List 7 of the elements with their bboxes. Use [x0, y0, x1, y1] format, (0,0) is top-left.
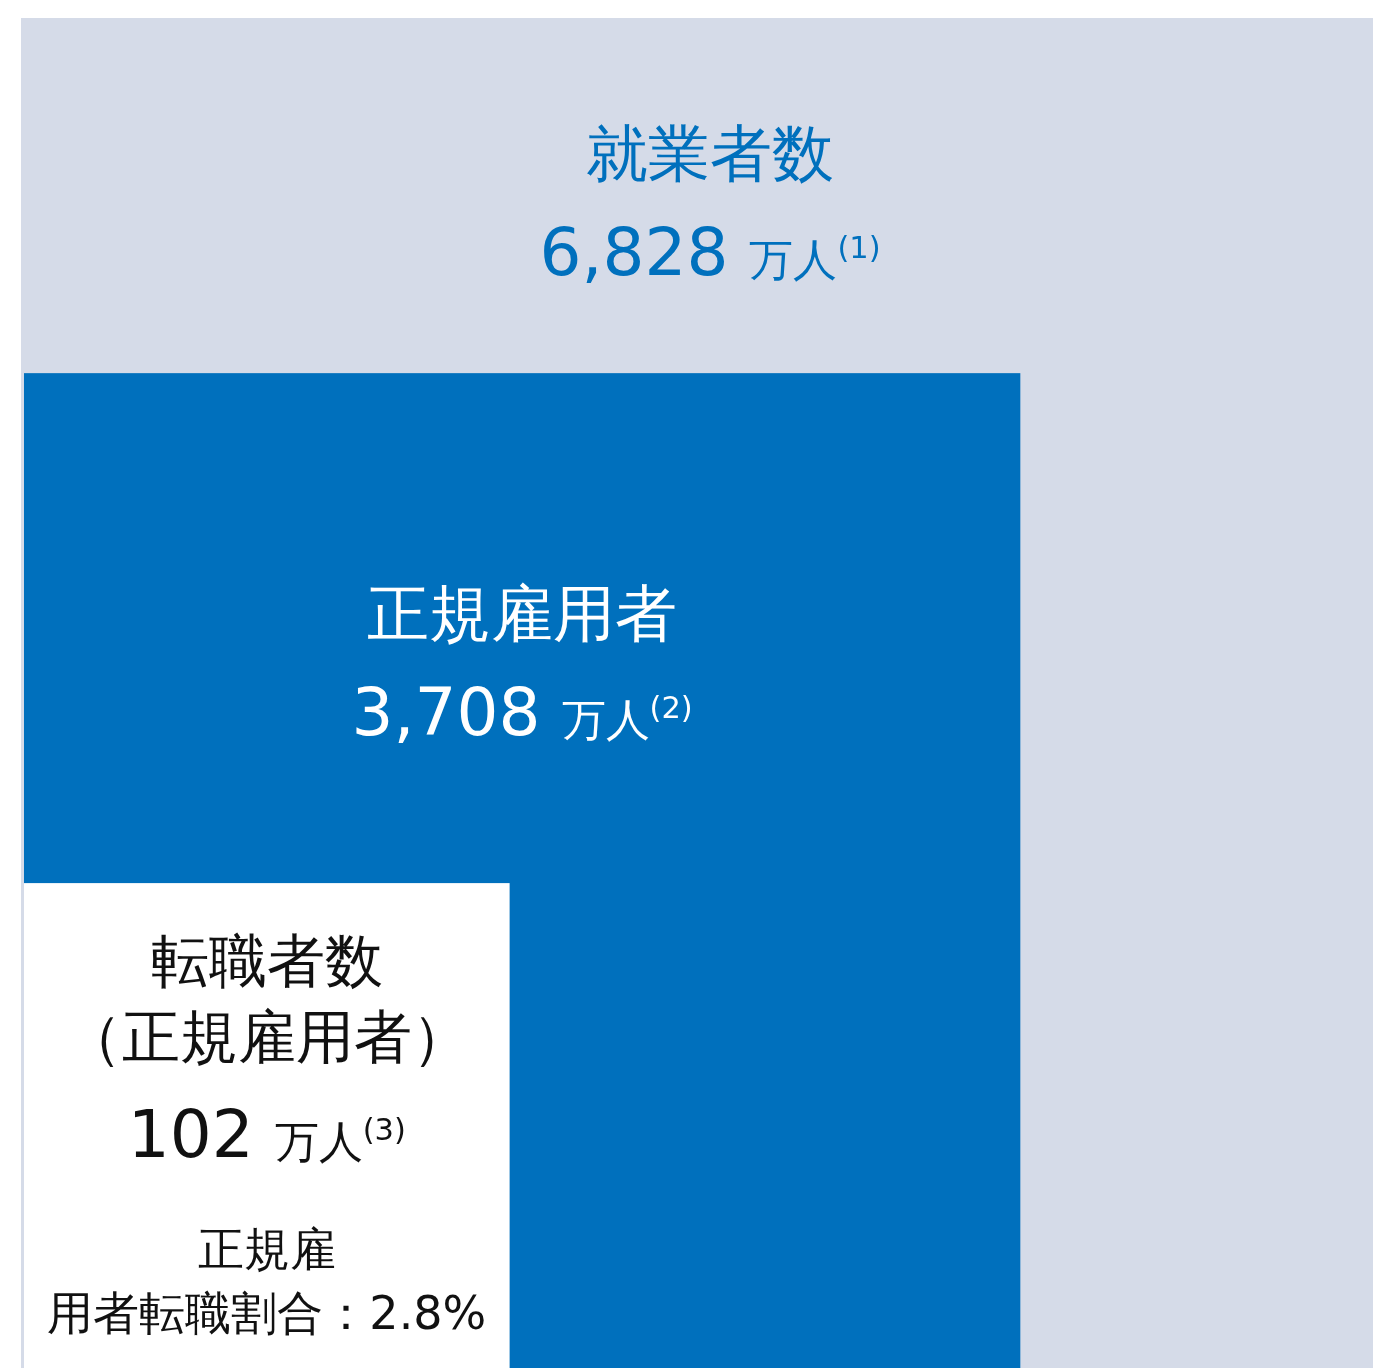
- category-label: 正規雇用者: [367, 577, 678, 651]
- data-label: 6,828 万人$^{(1)}$: [539, 214, 881, 291]
- data-label: 3,708 万人$^{(2)}$: [351, 674, 693, 752]
- data-label: 102 万人$^{(3)}$: [127, 1095, 406, 1173]
- text: 正規雇用者転職割合：2.8%: [47, 1221, 487, 1340]
- category-label: 就業者数: [586, 117, 834, 190]
- category-label: 転職者数（正規雇用者）: [63, 927, 470, 1071]
